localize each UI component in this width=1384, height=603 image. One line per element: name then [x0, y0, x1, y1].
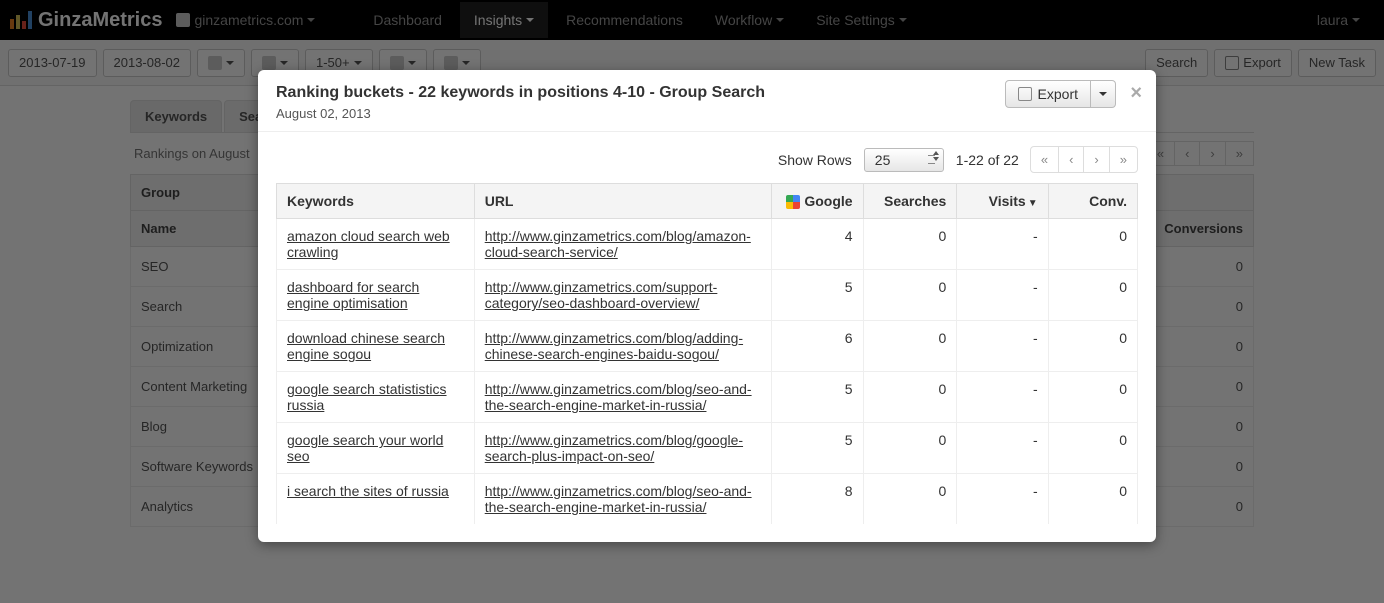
- range-text: 1-22 of 22: [956, 152, 1019, 168]
- cell-url-link[interactable]: http://www.ginzametrics.com/blog/adding-…: [485, 330, 743, 362]
- cell-keyword-link[interactable]: i search the sites of russia: [287, 483, 449, 499]
- cell-url: http://www.ginzametrics.com/blog/adding-…: [474, 321, 772, 372]
- cell-google: 5: [772, 372, 863, 423]
- table-row: google search your world seo http://www.g…: [277, 423, 1138, 474]
- export-icon: [1018, 87, 1032, 101]
- cell-searches: 0: [863, 372, 957, 423]
- cell-conv: 0: [1048, 423, 1137, 474]
- spinner-arrows-icon: [933, 151, 939, 161]
- google-icon: [786, 195, 800, 209]
- table-row: i search the sites of russia http://www.g…: [277, 474, 1138, 525]
- cell-keyword: google search statististics russia: [277, 372, 475, 423]
- cell-url: http://www.ginzametrics.com/blog/seo-and…: [474, 474, 772, 525]
- cell-url-link[interactable]: http://www.ginzametrics.com/blog/amazon-…: [485, 228, 751, 260]
- cell-keyword: google search your world seo: [277, 423, 475, 474]
- modal-controls: Show Rows 25 1-22 of 22 «‹›»: [258, 132, 1156, 183]
- caret-icon: [1099, 92, 1107, 96]
- th-searches[interactable]: Searches: [863, 184, 957, 219]
- modal-table: Keywords URL Google Searches Visits▼ Con…: [276, 183, 1138, 524]
- cell-searches: 0: [863, 219, 957, 270]
- cell-keyword: dashboard for search engine optimisation: [277, 270, 475, 321]
- cell-keyword: amazon cloud search web crawling: [277, 219, 475, 270]
- export-dropdown-button[interactable]: [1091, 80, 1116, 108]
- cell-google: 5: [772, 423, 863, 474]
- rows-per-page-select[interactable]: 25: [864, 148, 944, 172]
- cell-visits: -: [957, 474, 1048, 525]
- modal-header: Ranking buckets - 22 keywords in positio…: [258, 70, 1156, 132]
- cell-keyword-link[interactable]: download chinese search engine sogou: [287, 330, 445, 362]
- th-google[interactable]: Google: [772, 184, 863, 219]
- export-button[interactable]: Export: [1005, 80, 1091, 108]
- pager: «‹›»: [1031, 146, 1138, 173]
- table-row: amazon cloud search web crawling http://w…: [277, 219, 1138, 270]
- cell-visits: -: [957, 423, 1048, 474]
- cell-keyword-link[interactable]: dashboard for search engine optimisation: [287, 279, 419, 311]
- close-icon[interactable]: ×: [1130, 82, 1142, 105]
- cell-google: 5: [772, 270, 863, 321]
- cell-searches: 0: [863, 270, 957, 321]
- cell-keyword: i search the sites of russia: [277, 474, 475, 525]
- table-row: dashboard for search engine optimisation…: [277, 270, 1138, 321]
- export-button-label: Export: [1038, 86, 1078, 102]
- cell-google: 4: [772, 219, 863, 270]
- cell-url-link[interactable]: http://www.ginzametrics.com/support-cate…: [485, 279, 718, 311]
- cell-searches: 0: [863, 321, 957, 372]
- cell-keyword-link[interactable]: amazon cloud search web crawling: [287, 228, 450, 260]
- cell-searches: 0: [863, 423, 957, 474]
- cell-conv: 0: [1048, 219, 1137, 270]
- pager-button[interactable]: ‹: [1058, 146, 1084, 173]
- cell-keyword: download chinese search engine sogou: [277, 321, 475, 372]
- cell-url-link[interactable]: http://www.ginzametrics.com/blog/google-…: [485, 432, 743, 464]
- show-rows-label: Show Rows: [778, 152, 852, 168]
- table-row: google search statististics russia http:/…: [277, 372, 1138, 423]
- cell-url: http://www.ginzametrics.com/blog/seo-and…: [474, 372, 772, 423]
- cell-conv: 0: [1048, 372, 1137, 423]
- cell-google: 8: [772, 474, 863, 525]
- pager-button[interactable]: «: [1030, 146, 1059, 173]
- cell-searches: 0: [863, 474, 957, 525]
- cell-visits: -: [957, 321, 1048, 372]
- th-google-label: Google: [804, 193, 852, 209]
- cell-visits: -: [957, 372, 1048, 423]
- th-visits[interactable]: Visits▼: [957, 184, 1048, 219]
- cell-url: http://www.ginzametrics.com/support-cate…: [474, 270, 772, 321]
- cell-conv: 0: [1048, 474, 1137, 525]
- pager-button[interactable]: »: [1109, 146, 1138, 173]
- cell-url: http://www.ginzametrics.com/blog/google-…: [474, 423, 772, 474]
- table-row: download chinese search engine sogou http…: [277, 321, 1138, 372]
- cell-conv: 0: [1048, 270, 1137, 321]
- pager-button[interactable]: ›: [1083, 146, 1109, 173]
- cell-keyword-link[interactable]: google search your world seo: [287, 432, 443, 464]
- sort-desc-icon: ▼: [1028, 198, 1038, 209]
- th-conv[interactable]: Conv.: [1048, 184, 1137, 219]
- ranking-buckets-modal: Ranking buckets - 22 keywords in positio…: [258, 70, 1156, 542]
- cell-visits: -: [957, 219, 1048, 270]
- export-button-group: Export: [1005, 80, 1116, 108]
- cell-keyword-link[interactable]: google search statististics russia: [287, 381, 447, 413]
- rows-value: 25: [875, 152, 891, 168]
- cell-visits: -: [957, 270, 1048, 321]
- cell-url-link[interactable]: http://www.ginzametrics.com/blog/seo-and…: [485, 381, 752, 413]
- th-visits-label: Visits: [989, 193, 1026, 209]
- cell-conv: 0: [1048, 321, 1137, 372]
- th-url[interactable]: URL: [474, 184, 772, 219]
- cell-google: 6: [772, 321, 863, 372]
- modal-date: August 02, 2013: [276, 106, 1138, 121]
- cell-url-link[interactable]: http://www.ginzametrics.com/blog/seo-and…: [485, 483, 752, 515]
- cell-url: http://www.ginzametrics.com/blog/amazon-…: [474, 219, 772, 270]
- th-keywords[interactable]: Keywords: [277, 184, 475, 219]
